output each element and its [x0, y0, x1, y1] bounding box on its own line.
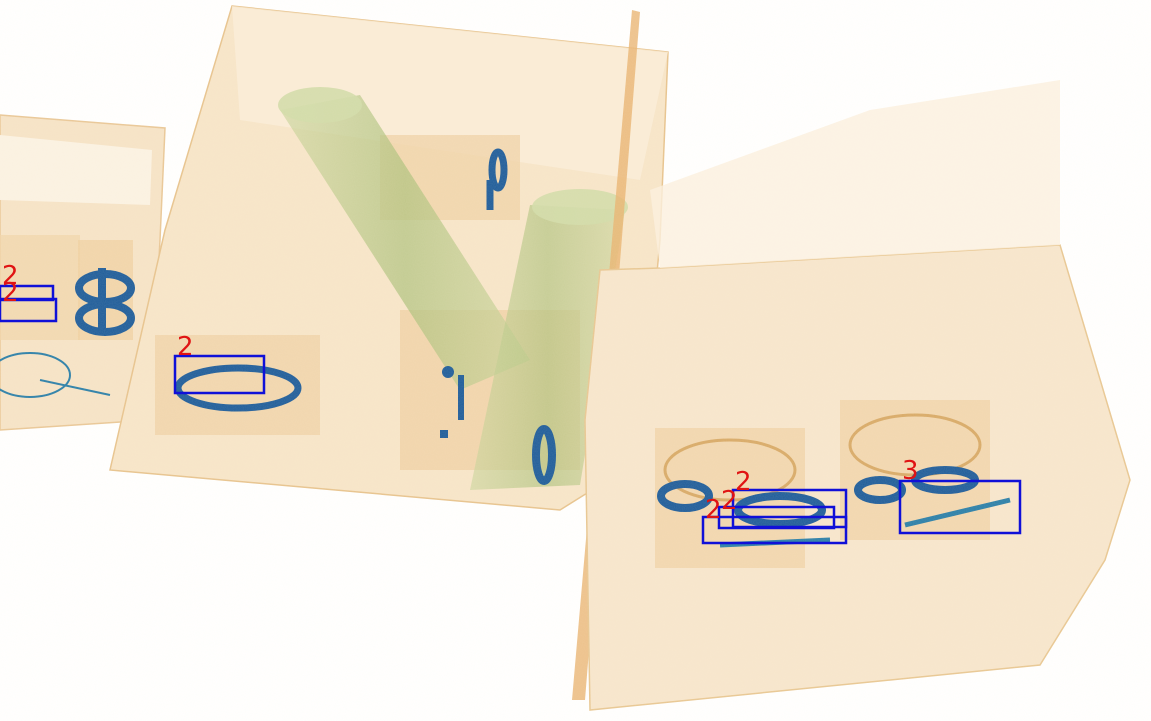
- detection-label: 2: [735, 467, 752, 497]
- detection-box: 2: [701, 495, 848, 545]
- detection-label: 3: [902, 456, 919, 486]
- detection-label: 2: [2, 278, 19, 308]
- detection-label: 2: [177, 332, 194, 362]
- detection-box: 2: [173, 332, 266, 395]
- detection-box: 3: [898, 456, 1022, 535]
- detections: 2 2 2 2 2 2 3: [0, 261, 1022, 545]
- detection-label: 2: [721, 486, 738, 516]
- detection-label: 2: [705, 495, 722, 525]
- detection-label: 2: [2, 261, 19, 291]
- detection-box: 2: [0, 278, 58, 323]
